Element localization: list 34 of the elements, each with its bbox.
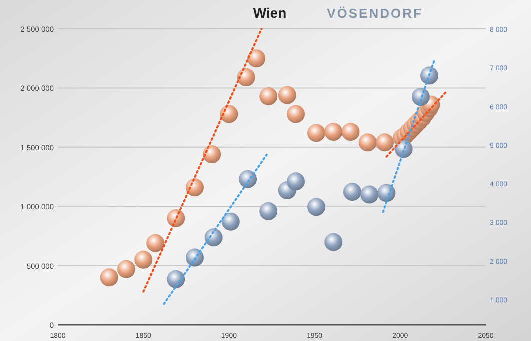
point bbox=[134, 250, 153, 269]
point bbox=[220, 105, 238, 124]
point bbox=[117, 260, 136, 278]
point bbox=[308, 198, 326, 216]
point bbox=[376, 134, 394, 152]
point bbox=[222, 212, 240, 231]
point bbox=[308, 124, 326, 142]
point bbox=[286, 105, 305, 124]
chart-subtitle: VÖSENDORF bbox=[327, 6, 423, 21]
point bbox=[167, 270, 186, 288]
point bbox=[100, 268, 118, 287]
point bbox=[239, 170, 258, 188]
point bbox=[260, 202, 278, 220]
point bbox=[343, 183, 362, 202]
point bbox=[237, 68, 256, 87]
point bbox=[286, 172, 305, 191]
point bbox=[412, 88, 430, 106]
point bbox=[260, 87, 278, 106]
point bbox=[278, 86, 296, 104]
point bbox=[378, 184, 396, 202]
point bbox=[358, 134, 377, 152]
point bbox=[146, 234, 165, 252]
point bbox=[360, 186, 379, 204]
point bbox=[248, 50, 266, 68]
chart-title: Wien bbox=[253, 5, 287, 21]
point bbox=[324, 123, 343, 142]
point bbox=[186, 248, 204, 267]
point bbox=[420, 66, 439, 85]
point bbox=[203, 146, 222, 164]
point bbox=[204, 228, 223, 247]
point bbox=[186, 178, 204, 197]
point bbox=[342, 123, 360, 142]
point bbox=[167, 209, 186, 228]
point bbox=[324, 233, 343, 252]
